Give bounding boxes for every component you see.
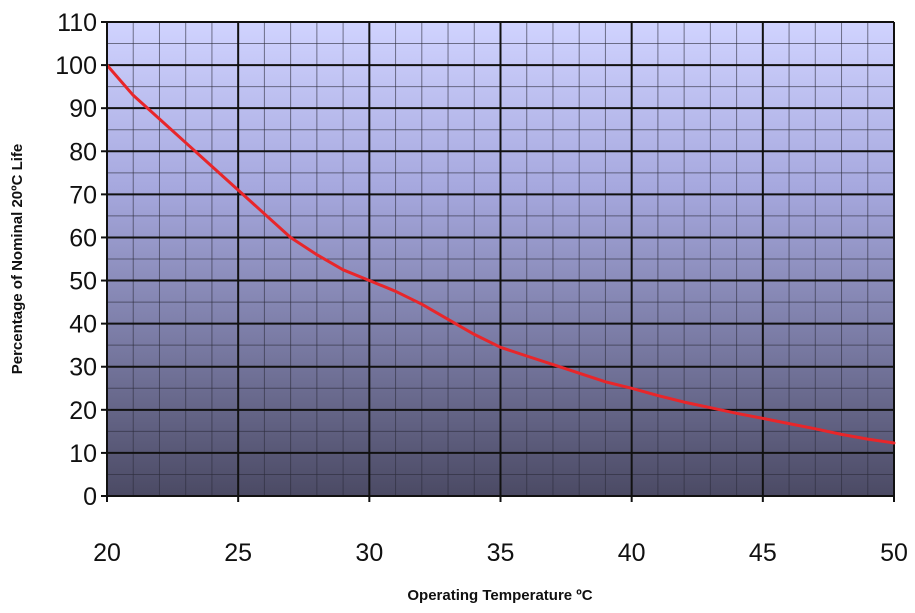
y-tick-label: 20 <box>69 397 97 425</box>
y-tick-label: 0 <box>83 483 97 511</box>
series-layer <box>105 63 896 445</box>
x-tick-label: 20 <box>93 539 121 567</box>
x-tick-label: 45 <box>749 539 777 567</box>
y-tick-label: 30 <box>69 354 97 382</box>
y-tick-label: 10 <box>69 440 97 468</box>
x-tick-label: 30 <box>355 539 383 567</box>
x-tick-label: 25 <box>224 539 252 567</box>
y-tick-label: 60 <box>69 224 97 252</box>
x-axis-title: Operating Temperature ºC <box>407 587 592 604</box>
y-tick-label: 80 <box>69 138 97 166</box>
x-tick-label: 50 <box>880 539 908 567</box>
axes: 0 10 20 30 40 50 60 70 80 90 100 110 20 25 30 35 40 45 50 <box>55 9 908 567</box>
y-tick-label: 100 <box>55 52 97 80</box>
y-tick-label: 90 <box>69 95 97 123</box>
y-tick-label: 40 <box>69 311 97 339</box>
x-tick-label: 35 <box>487 539 515 567</box>
x-tick-label: 40 <box>618 539 646 567</box>
y-tick-label: 50 <box>69 268 97 296</box>
series-line <box>105 63 896 445</box>
y-tick-label: 110 <box>57 9 97 37</box>
y-tick-label: 70 <box>69 181 97 209</box>
y-axis-title: Percentage of Nominal 20ºC Life <box>9 144 26 375</box>
